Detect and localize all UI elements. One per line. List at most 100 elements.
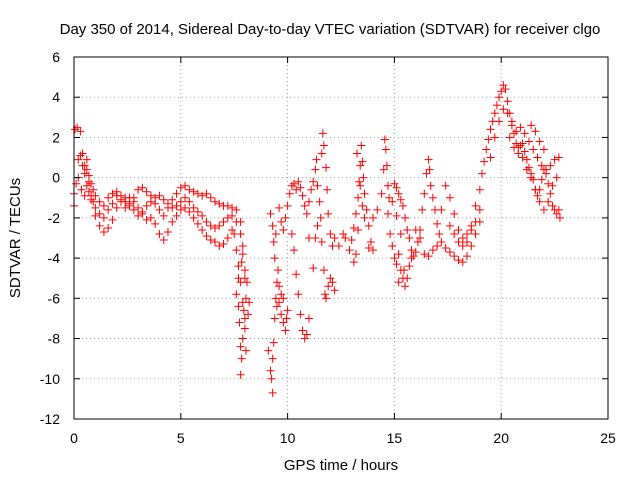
series-segment-15-19h <box>383 155 484 291</box>
data-point <box>437 205 446 214</box>
data-point <box>76 151 85 160</box>
data-point <box>244 310 253 319</box>
data-point <box>411 225 420 234</box>
data-point <box>298 191 307 200</box>
data-point <box>80 169 89 178</box>
data-point <box>531 127 540 136</box>
data-point <box>238 334 247 343</box>
data-point <box>237 258 246 267</box>
data-point <box>281 326 290 335</box>
data-point <box>524 137 533 146</box>
data-point <box>159 195 168 204</box>
data-point <box>529 145 538 154</box>
data-point <box>428 193 437 202</box>
data-point <box>283 306 292 315</box>
data-point <box>364 221 373 230</box>
data-point <box>403 225 412 234</box>
data-point <box>326 229 335 238</box>
data-point <box>281 213 290 222</box>
data-point <box>172 189 181 198</box>
data-point <box>241 294 250 303</box>
data-point <box>312 155 321 164</box>
data-point <box>458 258 467 267</box>
data-point <box>318 129 327 138</box>
data-point <box>313 181 322 190</box>
data-point <box>477 169 486 178</box>
data-point <box>287 181 296 190</box>
data-point <box>282 314 291 323</box>
data-point <box>471 229 480 238</box>
data-point <box>142 215 151 224</box>
data-point <box>407 246 416 255</box>
data-point <box>533 153 542 162</box>
data-point <box>279 318 288 327</box>
data-point <box>104 193 113 202</box>
data-point <box>548 201 557 210</box>
data-point <box>514 149 523 158</box>
data-point <box>77 185 86 194</box>
data-point <box>490 109 499 118</box>
data-point <box>121 197 130 206</box>
data-point <box>539 205 548 214</box>
data-point <box>168 203 177 212</box>
data-point <box>146 197 155 206</box>
data-point <box>424 155 433 164</box>
data-point <box>125 193 134 202</box>
data-point <box>425 165 434 174</box>
data-point <box>193 189 202 198</box>
data-point <box>535 137 544 146</box>
data-point <box>409 252 418 261</box>
data-point <box>99 227 108 236</box>
data-point <box>510 129 519 138</box>
data-point <box>413 238 422 247</box>
data-point <box>243 278 252 287</box>
data-point <box>223 234 232 242</box>
series-segment-19-23h <box>471 81 564 222</box>
data-point <box>300 334 309 343</box>
data-point <box>537 175 546 184</box>
series-segment-10h <box>275 129 339 343</box>
data-point <box>392 211 401 220</box>
data-point <box>138 183 147 192</box>
data-point <box>206 193 215 202</box>
data-point <box>234 302 243 311</box>
series-track-c <box>74 151 249 283</box>
data-point <box>168 217 177 226</box>
data-point <box>193 207 202 216</box>
data-point <box>294 177 303 186</box>
data-point <box>403 274 412 283</box>
data-point <box>87 195 96 204</box>
data-point <box>189 203 198 212</box>
data-point <box>129 205 138 214</box>
data-point <box>99 213 108 222</box>
data-point <box>486 153 495 162</box>
data-point <box>172 211 181 220</box>
y-axis-label: SDTVAR / TECUs <box>7 178 24 298</box>
data-point <box>433 219 442 228</box>
data-point <box>552 209 561 218</box>
data-point <box>467 242 476 251</box>
data-point <box>269 238 278 247</box>
data-point <box>215 199 224 208</box>
data-point <box>546 161 555 170</box>
data-point <box>84 187 93 196</box>
data-point <box>320 290 329 299</box>
data-point <box>202 231 211 240</box>
data-point <box>499 81 508 90</box>
data-point <box>317 238 326 247</box>
data-point <box>401 282 410 291</box>
data-point <box>358 157 367 166</box>
data-point <box>330 286 339 295</box>
x-tick-label: 10 <box>280 430 296 446</box>
data-point <box>277 290 286 299</box>
data-point <box>210 197 219 206</box>
data-point <box>463 229 472 238</box>
data-point <box>185 197 194 206</box>
data-point <box>334 242 343 251</box>
data-point <box>279 225 288 234</box>
data-point <box>104 205 113 214</box>
data-point <box>490 133 499 142</box>
data-point <box>324 282 333 291</box>
series-scatter-8h <box>232 258 254 379</box>
data-point <box>450 252 459 261</box>
